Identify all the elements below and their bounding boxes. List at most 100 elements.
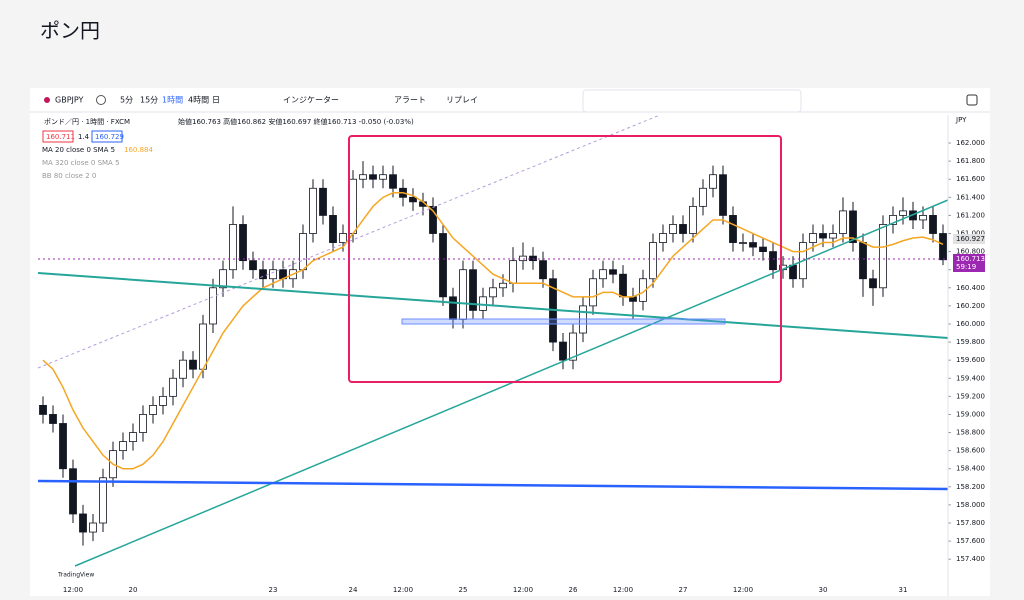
candle-body	[559, 341, 567, 361]
candle-body	[169, 377, 177, 397]
interval[interactable]: 1時間	[162, 96, 183, 105]
candle-body	[459, 269, 467, 320]
candle-body	[749, 242, 757, 248]
candle-body	[899, 210, 907, 216]
candle-body	[349, 178, 357, 234]
candle-body	[229, 224, 237, 271]
candle-body	[259, 269, 267, 280]
candle-body	[469, 269, 477, 311]
candle-body	[869, 278, 877, 289]
candle-body	[149, 404, 157, 415]
y-tick-label: 158.200	[956, 483, 985, 491]
candle-body	[679, 224, 687, 234]
candle-body	[379, 174, 387, 180]
candle-body	[529, 255, 537, 262]
x-tick-label: 25	[459, 586, 468, 594]
spread: 1.4	[78, 133, 90, 141]
candle-body	[39, 404, 47, 415]
candle-body	[199, 323, 207, 370]
candle-body	[729, 215, 737, 243]
candle-body	[699, 187, 707, 207]
zone	[401, 318, 726, 325]
plot: 162.000 161.800 161.600 161.400 161.200 161.0…	[39, 139, 985, 594]
x-tick-label: 12:00	[613, 586, 633, 594]
replay-button[interactable]: リプレイ	[446, 96, 478, 105]
x-tick-label: 12:00	[513, 586, 533, 594]
y-tick-label: 161.600	[956, 175, 985, 183]
candle-body	[599, 269, 607, 280]
y-tick-label: 159.200	[956, 392, 985, 400]
y-tick-label: 162.000	[956, 139, 985, 147]
candle-body	[929, 215, 937, 234]
price-tag-text: 160.713	[956, 255, 985, 263]
candle-body	[499, 282, 507, 289]
x-tick-label: 31	[899, 586, 908, 594]
countdown: 59:19	[956, 263, 976, 271]
ma320-legend: MA 320 close 0 SMA 5	[42, 159, 120, 167]
symbol[interactable]: GBPJPY	[55, 96, 84, 105]
drawing-toolbar[interactable]	[582, 89, 802, 113]
page-title: ポン円	[40, 19, 100, 43]
candle-body	[49, 414, 57, 424]
candle-body	[439, 233, 447, 298]
candle-body	[939, 233, 947, 261]
interval[interactable]: 15分	[140, 96, 158, 105]
indicators-button[interactable]: インジケーター	[283, 96, 339, 105]
ma-line	[42, 192, 944, 470]
candle-body	[719, 174, 727, 216]
candle-body	[759, 246, 767, 253]
candle-body	[139, 414, 147, 433]
y-tick-label: 158.000	[956, 501, 985, 509]
y-tick-label: 160.000	[956, 320, 985, 328]
x-tick-label: 24	[349, 586, 358, 594]
y-tick-label: 161.000	[956, 230, 985, 238]
candle-body	[339, 233, 347, 243]
candle-body	[569, 332, 577, 361]
candle-body	[609, 269, 617, 275]
x-tick-label: 26	[569, 586, 578, 594]
dashed-trendline	[37, 114, 661, 369]
interval[interactable]: 4時間	[188, 96, 209, 105]
alert-button[interactable]: アラート	[394, 96, 426, 105]
ma-legend-value: 160.884	[124, 146, 153, 154]
y-tick-label: 160.400	[956, 284, 985, 292]
candle-body	[299, 233, 307, 271]
candle-body	[659, 233, 667, 243]
candle-body	[309, 187, 317, 234]
candle-body	[829, 233, 837, 239]
horizontal-line	[37, 479, 949, 491]
candle-body	[359, 174, 367, 180]
candle-body	[489, 287, 497, 298]
x-tick-label: 20	[129, 586, 138, 594]
ask: 160.729	[95, 133, 124, 141]
candle-body	[129, 432, 137, 442]
candle-body	[159, 395, 167, 406]
candle-body	[819, 233, 827, 239]
x-tick-label: 23	[269, 586, 278, 594]
candle-body	[919, 215, 927, 221]
y-tick-label: 157.600	[956, 537, 985, 545]
candle-body	[239, 224, 247, 262]
legend-name: ポンド／円 · 1時間 · FXCM	[44, 118, 130, 126]
candle-body	[179, 359, 187, 379]
interval[interactable]: 日	[212, 96, 220, 105]
add-symbol[interactable]	[96, 95, 106, 105]
layout-button[interactable]	[966, 94, 978, 106]
x-tick-label: 12:00	[63, 586, 83, 594]
candle-body	[449, 296, 457, 320]
y-tick-label: 160.200	[956, 302, 985, 310]
bid: 160.711	[46, 133, 75, 141]
candle-body	[709, 174, 717, 189]
candle-body	[99, 477, 107, 524]
y-tick-label: 157.400	[956, 555, 985, 563]
y-tick-label: 159.800	[956, 338, 985, 346]
x-tick-label: 12:00	[393, 586, 413, 594]
interval[interactable]: 5分	[120, 96, 133, 105]
candle-body	[769, 251, 777, 271]
y-tick-label: 157.800	[956, 519, 985, 527]
candle-body	[809, 233, 817, 243]
candle-body	[519, 255, 527, 262]
candle-body	[789, 264, 797, 280]
y-tick-label: 161.200	[956, 211, 985, 219]
